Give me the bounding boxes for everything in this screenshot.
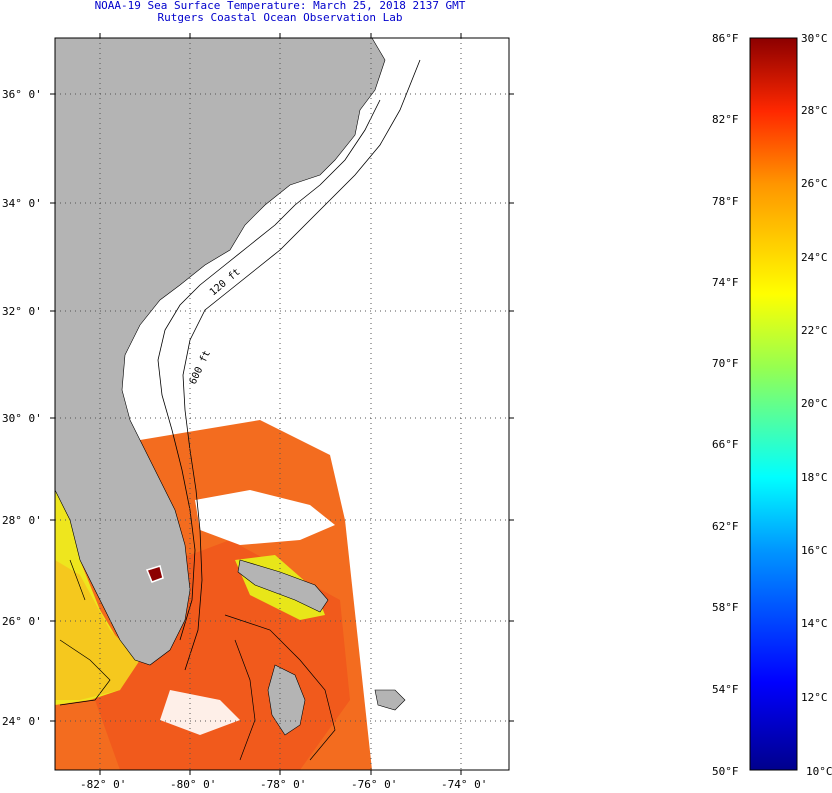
colorbar-c-label: 20°C [801,397,828,410]
map-panel [55,38,421,770]
graticule [55,38,509,770]
colorbar-c-label: 16°C [801,544,828,557]
lon-tick-label: -74° 0' [441,778,487,791]
colorbar-f-label: 74°F [712,276,739,289]
lat-tick-label: 36° 0' [2,88,42,101]
colorbar-c-label: 30°C [801,32,828,45]
colorbar-f-label: 62°F [712,520,739,533]
map-title: NOAA-19 Sea Surface Temperature: March 2… [94,0,466,12]
lat-tick-label: 26° 0' [2,615,42,628]
colorbar-c-label: 12°C [801,691,828,704]
frame-ticks [50,33,514,775]
lat-tick-label: 30° 0' [2,412,42,425]
lat-tick-label: 34° 0' [2,197,42,210]
colorbar-celsius-labels: 30°C 28°C 26°C 24°C 22°C 20°C 18°C 16°C … [801,32,832,778]
lat-tick-label: 24° 0' [2,715,42,728]
lon-tick-label: -80° 0' [170,778,216,791]
lon-tick-label: -82° 0' [80,778,126,791]
isobath-600ft [182,59,421,671]
map-subtitle: Rutgers Coastal Ocean Observation Lab [157,11,403,24]
colorbar-f-label: 70°F [712,357,739,370]
colorbar-f-label: 82°F [712,113,739,126]
lat-tick-label: 32° 0' [2,305,42,318]
lon-tick-label: -76° 0' [351,778,397,791]
colorbar-f-label: 78°F [712,195,739,208]
sst-florida-bay [55,560,140,700]
colorbar-f-label: 54°F [712,683,739,696]
land-bahamas-small [374,689,406,711]
colorbar-c-label: 26°C [801,177,828,190]
map-frame [54,37,510,771]
isobath-120ft [157,99,381,641]
cloud-gap [195,490,335,545]
colorbar-c-label: 18°C [801,471,828,484]
colorbar-f-label: 86°F [712,32,739,45]
lake-okeechobee [145,565,164,583]
land-us-coast [55,38,386,666]
colorbar-f-label: 50°F [712,765,739,778]
colorbar-c-label: 22°C [801,324,828,337]
land-bahamas-andros [267,664,306,736]
colorbar-fahrenheit-labels: 86°F 82°F 78°F 74°F 70°F 66°F 62°F 58°F … [712,32,739,778]
colorbar-c-label: 10°C [806,765,832,778]
lat-tick-label: 28° 0' [2,514,42,527]
colorbar-c-label: 24°C [801,251,828,264]
colorbar-c-label: 14°C [801,617,828,630]
colorbar [749,37,798,771]
colorbar-c-label: 28°C [801,104,828,117]
land-bahamas-grand [237,559,329,613]
contour-shelf [59,559,111,706]
colorbar-f-label: 66°F [712,438,739,451]
colorbar-f-label: 58°F [712,601,739,614]
contour-bahamas [224,614,336,761]
isobath-label: 600 ft [188,349,213,386]
cloud-gap [160,690,240,735]
lon-tick-label: -78° 0' [260,778,306,791]
